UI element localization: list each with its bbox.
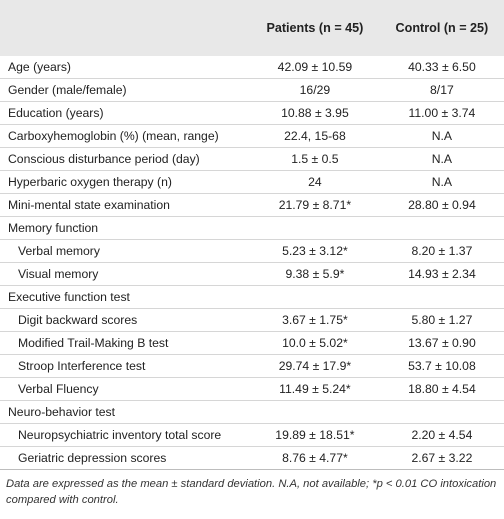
table-row: Geriatric depression scores 8.76 ± 4.77* 2… [0, 446, 504, 470]
row-label: Digit backward scores [0, 308, 250, 332]
table-body: Age (years) 42.09 ± 10.59 40.33 ± 6.50 Gend… [0, 56, 504, 470]
cell-value: 11.00 ± 3.74 [379, 101, 504, 125]
cell-value: 16/29 [250, 78, 380, 102]
cell-value: 22.4, 15-68 [250, 124, 380, 148]
section-title: Neuro-behavior test [0, 400, 504, 424]
cell-value: 5.80 ± 1.27 [379, 308, 504, 332]
row-label: Carboxyhemoglobin (%) (mean, range) [0, 124, 250, 148]
row-label: Neuropsychiatric inventory total score [0, 423, 250, 447]
section-row: Memory function [0, 216, 504, 240]
row-label: Conscious disturbance period (day) [0, 147, 250, 171]
cell-value: 8.76 ± 4.77* [250, 446, 380, 470]
table-row: Gender (male/female) 16/29 8/17 [0, 78, 504, 102]
section-row: Executive function test [0, 285, 504, 309]
data-table: Patients (n = 45) Control (n = 25) Age (… [0, 0, 504, 470]
cell-value: N.A [379, 170, 504, 194]
cell-value: 40.33 ± 6.50 [379, 56, 504, 79]
cell-value: 5.23 ± 3.12* [250, 239, 380, 263]
cell-value: 42.09 ± 10.59 [250, 56, 380, 79]
cell-value: 11.49 ± 5.24* [250, 377, 380, 401]
cell-value: 10.88 ± 3.95 [250, 101, 380, 125]
section-title: Executive function test [0, 285, 504, 309]
table-row: Carboxyhemoglobin (%) (mean, range) 22.4,… [0, 124, 504, 148]
cell-value: N.A [379, 147, 504, 171]
cell-value: 9.38 ± 5.9* [250, 262, 380, 286]
row-label: Geriatric depression scores [0, 446, 250, 470]
section-row: Neuro-behavior test [0, 400, 504, 424]
cell-value: 29.74 ± 17.9* [250, 354, 380, 378]
cell-value: 53.7 ± 10.08 [379, 354, 504, 378]
table-row: Verbal memory 5.23 ± 3.12* 8.20 ± 1.37 [0, 239, 504, 263]
table-row: Conscious disturbance period (day) 1.5 ± … [0, 147, 504, 171]
cell-value: 19.89 ± 18.51* [250, 423, 380, 447]
table-row: Education (years) 10.88 ± 3.95 11.00 ± 3.7… [0, 101, 504, 125]
cell-value: 18.80 ± 4.54 [379, 377, 504, 401]
row-label: Verbal memory [0, 239, 250, 263]
header-cell [0, 0, 250, 56]
header-cell: Patients (n = 45) [266, 21, 364, 35]
cell-value: 14.93 ± 2.34 [379, 262, 504, 286]
cell-value: N.A [379, 124, 504, 148]
table-row: Age (years) 42.09 ± 10.59 40.33 ± 6.50 [0, 56, 504, 79]
cell-value: 10.0 ± 5.02* [250, 331, 380, 355]
table-row: Hyperbaric oxygen therapy (n) 24 N.A [0, 170, 504, 194]
row-label: Visual memory [0, 262, 250, 286]
cell-value: 21.79 ± 8.71* [250, 193, 380, 217]
footnote: Data are expressed as the mean ± standar… [6, 478, 497, 506]
cell-value: 1.5 ± 0.5 [250, 147, 380, 171]
row-label: Hyperbaric oxygen therapy (n) [0, 170, 250, 194]
table-row: Neuropsychiatric inventory total score 19… [0, 423, 504, 447]
header-row: Patients (n = 45) Control (n = 25) [0, 0, 504, 56]
table-row: Digit backward scores 3.67 ± 1.75* 5.80 ± … [0, 308, 504, 332]
cell-value: 13.67 ± 0.90 [379, 331, 504, 355]
row-label: Age (years) [0, 56, 250, 79]
row-label: Mini-mental state examination [0, 193, 250, 217]
row-label: Gender (male/female) [0, 78, 250, 102]
header-cell: Control (n = 25) [395, 21, 489, 35]
section-title: Memory function [0, 216, 504, 240]
row-label: Stroop Interference test [0, 354, 250, 378]
cell-value: 3.67 ± 1.75* [250, 308, 380, 332]
cell-value: 2.67 ± 3.22 [379, 446, 504, 470]
cell-value: 8/17 [379, 78, 504, 102]
table-row: Stroop Interference test 29.74 ± 17.9* 53.… [0, 354, 504, 378]
table-row: Verbal Fluency 11.49 ± 5.24* 18.80 ± 4.54 [0, 377, 504, 401]
table-row: Visual memory 9.38 ± 5.9* 14.93 ± 2.34 [0, 262, 504, 286]
table-row: Modified Trail-Making B test 10.0 ± 5.02*… [0, 331, 504, 355]
cell-value: 8.20 ± 1.37 [379, 239, 504, 263]
cell-value: 2.20 ± 4.54 [379, 423, 504, 447]
row-label: Modified Trail-Making B test [0, 331, 250, 355]
table-row: Mini-mental state examination 21.79 ± 8.7… [0, 193, 504, 217]
row-label: Education (years) [0, 101, 250, 125]
cell-value: 24 [250, 170, 380, 194]
row-label: Verbal Fluency [0, 377, 250, 401]
cell-value: 28.80 ± 0.94 [379, 193, 504, 217]
